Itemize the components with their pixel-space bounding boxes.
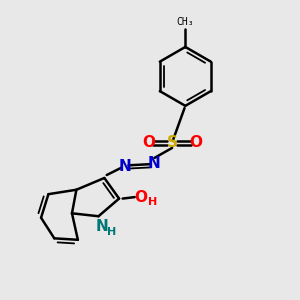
Text: CH₃: CH₃ — [176, 17, 194, 27]
Text: N: N — [148, 156, 161, 171]
Text: O: O — [135, 190, 148, 205]
Text: N: N — [118, 159, 131, 174]
Text: S: S — [167, 135, 178, 150]
Text: O: O — [189, 135, 202, 150]
Text: O: O — [142, 135, 155, 150]
Text: H: H — [107, 227, 116, 237]
Text: N: N — [96, 219, 108, 234]
Text: H: H — [148, 196, 157, 206]
